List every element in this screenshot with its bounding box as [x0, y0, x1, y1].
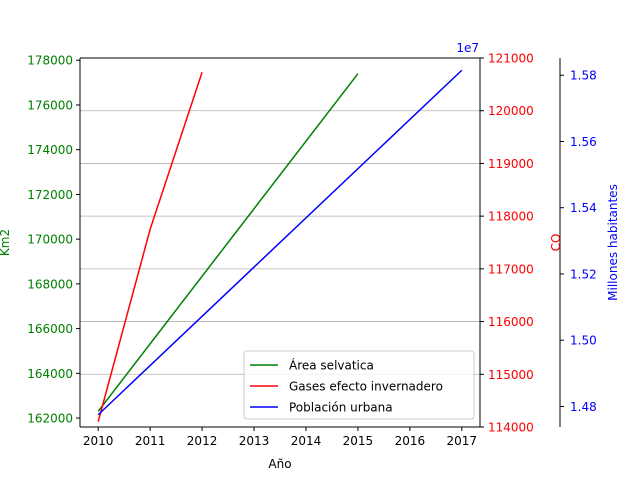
right-tick-label: 115000 — [488, 368, 534, 382]
right-tick-label: 119000 — [488, 157, 534, 171]
left-tick-label: 178000 — [27, 54, 73, 68]
x-tick-label: 2012 — [187, 434, 218, 448]
left-tick-label: 166000 — [27, 322, 73, 336]
x-tick-label: 2014 — [291, 434, 322, 448]
legend: Área selvatica Gases efecto invernadero Po… — [243, 350, 475, 420]
right-tick-label: 120000 — [488, 104, 534, 118]
x-tick-label: 2016 — [395, 434, 426, 448]
series-line-0 — [97, 73, 359, 412]
legend-entry-label: Área selvatica — [289, 358, 374, 373]
series-line-2 — [97, 69, 463, 416]
axes: 2010 2011 2012 2013 2014 2015 2016 2017 Año 16200… — [0, 41, 620, 471]
x-axis-label: Año — [268, 457, 291, 471]
right-tick-label: 116000 — [488, 315, 534, 329]
left-tick-label: 172000 — [27, 188, 73, 202]
left-tick-label: 164000 — [27, 367, 73, 381]
left-tick-label: 162000 — [27, 412, 73, 426]
right-axis-label: CO — [549, 234, 563, 252]
series-line-1 — [97, 71, 203, 422]
legend-box — [243, 350, 475, 420]
grid-lines — [80, 57, 480, 428]
x-tick-label: 2017 — [447, 434, 478, 448]
x-tick-label: 2015 — [343, 434, 374, 448]
right2-tick-label: 1.52 — [570, 267, 597, 281]
right2-tick-label: 1.50 — [570, 334, 597, 348]
right2-tick-label: 1.58 — [570, 69, 597, 83]
right-tick-label: 121000 — [488, 52, 534, 66]
right2-axis-label: Millones habitantes — [606, 184, 620, 301]
right2-tick-label: 1.54 — [570, 201, 597, 215]
right-tick-label: 114000 — [488, 421, 534, 435]
left-tick-label: 174000 — [27, 143, 73, 157]
series-lines — [97, 69, 463, 422]
x-tick-label: 2013 — [239, 434, 270, 448]
x-tick-label: 2011 — [135, 434, 166, 448]
x-tick-label: 2010 — [83, 434, 114, 448]
left-tick-label: 170000 — [27, 233, 73, 247]
legend-entry-label: Gases efecto invernadero — [289, 380, 443, 394]
left-tick-label: 176000 — [27, 98, 73, 112]
right-tick-label: 118000 — [488, 210, 534, 224]
right2-tick-label: 1.48 — [570, 400, 597, 414]
left-tick-label: 168000 — [27, 277, 73, 291]
right-tick-label: 117000 — [488, 262, 534, 276]
legend-entry-label: Población urbana — [289, 401, 393, 415]
right2-offset-text: 1e7 — [456, 41, 479, 55]
right2-tick-label: 1.56 — [570, 135, 597, 149]
left-axis-label: Km2 — [0, 229, 12, 256]
